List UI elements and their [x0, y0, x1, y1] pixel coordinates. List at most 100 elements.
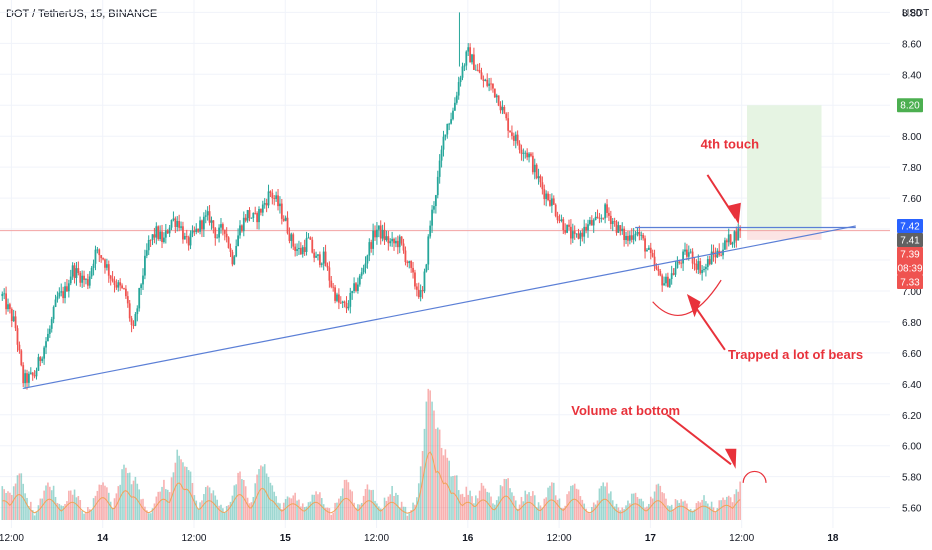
candle-body: [134, 314, 137, 326]
candle-body: [305, 238, 308, 252]
volume-bar: [130, 484, 133, 520]
volume-bar: [571, 485, 574, 520]
price-axis[interactable]: 8.808.608.408.208.007.807.607.407.207.00…: [897, 8, 929, 515]
time-tick-label: 18: [827, 533, 839, 544]
candle-body: [155, 226, 158, 238]
volume-bar: [701, 499, 703, 520]
volume-bar: [96, 490, 99, 520]
candle-body: [695, 263, 698, 270]
candle-body: [324, 251, 327, 266]
volume-bar: [195, 500, 198, 520]
volume-bar: [313, 494, 315, 520]
volume-bar: [459, 494, 462, 520]
volume-bar: [640, 498, 643, 520]
volume-bar: [520, 496, 523, 520]
volume-bar: [475, 495, 477, 520]
candle-body: [100, 255, 103, 259]
volume-bar: [322, 504, 325, 520]
candle-body: [176, 221, 179, 227]
volume-bar: [670, 504, 673, 520]
candle-body: [393, 238, 395, 244]
candle-body: [290, 234, 293, 241]
candle-body: [334, 287, 336, 301]
price-tick-label: 7.00: [902, 287, 922, 298]
candle-body: [455, 95, 458, 103]
volume-bar: [360, 502, 363, 520]
volume-bar: [467, 494, 470, 520]
candle-body: [111, 278, 114, 281]
candle-body: [733, 231, 736, 243]
candle-body: [596, 216, 599, 218]
candle-body: [600, 217, 603, 219]
candle-body: [123, 288, 125, 289]
candle-body: [180, 226, 182, 228]
candle-body: [689, 251, 692, 253]
candle-body: [697, 261, 700, 270]
candle-body: [98, 249, 101, 256]
time-axis[interactable]: 12:00 14 12:00 15 12:00 16 12:00 17 12:00 18: [0, 533, 839, 544]
volume-bar: [262, 466, 264, 520]
trendlines[interactable]: [22, 225, 856, 390]
candle-body: [374, 230, 376, 238]
candle-body: [573, 231, 576, 234]
currency-label: USDT: [902, 8, 929, 19]
candle-body: [520, 149, 523, 154]
volume-bar: [235, 484, 237, 520]
candle-body: [309, 237, 312, 240]
volume-bar: [1, 486, 4, 520]
candle-body: [627, 235, 629, 241]
volume-bar: [174, 462, 177, 520]
volume-bar: [381, 509, 384, 520]
volume-bar: [494, 504, 496, 520]
candle-body: [469, 47, 472, 63]
candle-body: [526, 152, 529, 158]
candle-body: [313, 252, 316, 258]
candle-body: [52, 306, 55, 320]
volume-bar: [435, 428, 437, 520]
candle-body: [56, 296, 59, 300]
price-tick-label: 6.00: [902, 442, 922, 453]
candle-body: [630, 235, 633, 240]
volume-bar: [3, 489, 5, 520]
candle-body: [102, 258, 104, 260]
volume-bar: [149, 513, 152, 520]
volume-bar: [252, 496, 255, 520]
candle-body: [16, 328, 19, 345]
candle-body: [128, 303, 131, 319]
candle-body: [318, 254, 321, 265]
candle-body: [174, 218, 177, 227]
volume-bar: [88, 509, 91, 520]
volume-bar: [579, 496, 582, 520]
candle-body: [547, 193, 549, 200]
volume-bar: [102, 482, 104, 520]
volume-bar: [513, 495, 515, 520]
candle-body: [360, 272, 363, 276]
volume-bar: [7, 491, 9, 520]
volume-bar: [416, 497, 418, 520]
candle-body: [41, 358, 44, 361]
price-tick-label: 6.60: [902, 349, 922, 360]
candle-body: [587, 224, 589, 231]
volume-bar: [480, 482, 483, 520]
arc-bottom: [652, 279, 722, 316]
candle-body: [556, 215, 559, 221]
candle-body: [480, 72, 483, 80]
candle-body: [608, 212, 610, 216]
volume-bar: [423, 428, 426, 520]
candle-body: [463, 65, 466, 67]
candle-body: [482, 79, 485, 81]
candle-body: [665, 276, 667, 284]
volume-bar: [421, 451, 424, 520]
volume-bar: [727, 495, 730, 520]
volume-bar: [197, 508, 199, 520]
price-tag: [897, 232, 923, 247]
price-tick-label: 8.80: [902, 8, 922, 19]
candle-body: [438, 160, 441, 177]
candle-body: [64, 286, 66, 299]
candle-body: [423, 271, 426, 292]
candle-body: [722, 249, 724, 256]
volume-bar: [157, 491, 160, 520]
candle-body: [402, 243, 405, 251]
candle-body: [467, 47, 470, 52]
